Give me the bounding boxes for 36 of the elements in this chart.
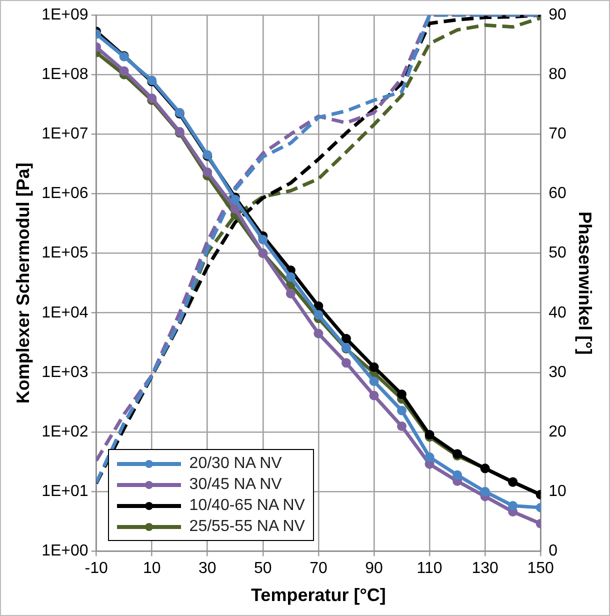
- y2-tick-label: 10: [548, 483, 566, 500]
- y-tick-label: 1E+03: [42, 364, 88, 381]
- legend-label: 10/40-65 NA NV: [189, 496, 305, 516]
- legend-label: 30/45 NA NV: [189, 475, 282, 496]
- y-tick-label: 1E+05: [42, 244, 88, 262]
- x-tick-label: 30: [198, 560, 216, 578]
- y2-tick-label: 80: [548, 66, 566, 83]
- y2-axis-title: Phasenwinkel [°]: [575, 211, 596, 355]
- x-tick-label: 110: [416, 560, 442, 578]
- y2-tick-label: 60: [548, 185, 566, 202]
- x-tick-label: 90: [365, 560, 383, 578]
- x-tick-label: 130: [472, 560, 499, 578]
- x-tick-label: 150: [527, 560, 554, 578]
- y-tick-label: 1E+08: [42, 66, 88, 83]
- y-tick-label: 1E+00: [42, 542, 88, 560]
- y-tick-label: 1E+04: [42, 304, 88, 322]
- y2-tick-label: 50: [548, 244, 566, 262]
- x-tick-label: 10: [142, 560, 161, 578]
- x-tick-label: 70: [310, 560, 328, 578]
- y2-tick-label: 0: [548, 542, 558, 560]
- x-tick-label: -10: [84, 560, 108, 578]
- y-tick-label: 1E+06: [42, 185, 88, 202]
- y-tick-label: 1E+07: [42, 126, 88, 143]
- x-tick-label: 50: [254, 560, 272, 578]
- y2-tick-label: 20: [548, 423, 566, 440]
- y2-tick-label: 40: [548, 304, 566, 322]
- y-tick-label: 1E+01: [42, 483, 88, 500]
- y2-tick-label: 90: [548, 6, 566, 24]
- y2-tick-label: 70: [548, 126, 566, 143]
- legend-label: 25/55-55 NA NV: [189, 517, 305, 538]
- x-axis-title: Temperatur [°C]: [251, 585, 386, 606]
- y-tick-label: 1E+09: [42, 6, 88, 24]
- y2-tick-label: 30: [548, 364, 566, 381]
- y-axis-title: Komplexer Schermodul [Pa]: [12, 162, 33, 404]
- y-tick-label: 1E+02: [42, 423, 88, 440]
- legend-label: 20/30 NA NV: [189, 454, 282, 474]
